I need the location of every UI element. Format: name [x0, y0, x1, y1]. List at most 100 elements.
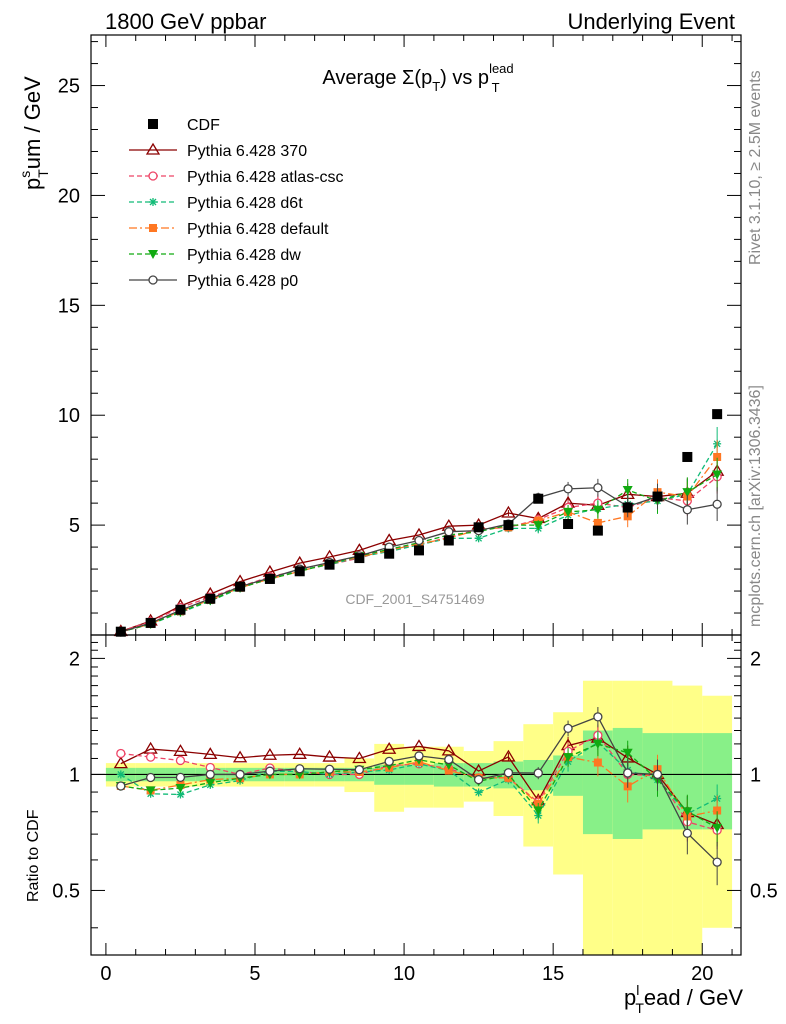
marker-stroke: [149, 198, 157, 206]
rivet-label: Rivet 3.1.10, ≥ 2.5M events: [747, 70, 764, 265]
data-point: [593, 518, 602, 527]
series-cdf: [115, 409, 723, 637]
data-point: [712, 470, 723, 480]
legend-label: Pythia 6.428 atlas-csc: [187, 169, 344, 186]
ratio-point: [175, 772, 186, 783]
ratio-point: [173, 744, 188, 756]
y-axis-label-sup: s: [17, 171, 33, 178]
ratio-y-tick-label-right: 0.5: [750, 880, 778, 902]
x-tick-label: 20: [691, 963, 713, 985]
legend-marker: [148, 250, 158, 259]
marker-stroke: [117, 770, 125, 778]
cdf-point: [264, 573, 275, 584]
ratio-point: [265, 766, 275, 776]
ratio-y-tick-label: 0.5: [52, 880, 80, 902]
ratio-point: [682, 828, 692, 838]
ratio-point: [295, 764, 305, 774]
cdf-point: [622, 502, 633, 513]
y-tick-label: 15: [58, 295, 80, 317]
series-p0: [116, 478, 722, 637]
legend-marker: [148, 171, 158, 181]
ratio-point: [292, 747, 307, 759]
data-point: [563, 484, 573, 494]
cdf-point: [384, 548, 395, 559]
legend-label: Pythia 6.428 p0: [187, 273, 298, 290]
ratio-point: [712, 857, 722, 867]
cdf-point: [413, 545, 424, 556]
ratio-point: [533, 768, 543, 778]
ratio-point: [533, 806, 544, 816]
legend-marker: [148, 275, 158, 285]
x-tick-label: 0: [100, 963, 111, 985]
marker-stroke: [475, 788, 483, 796]
y-tick-label: 5: [69, 515, 80, 537]
cdf-point: [354, 553, 365, 564]
ratio-point: [116, 748, 126, 759]
legend-label: Pythia 6.428 dw: [187, 247, 301, 264]
ratio-point: [563, 753, 574, 763]
data-point: [713, 452, 722, 461]
ratio-y-tick-label-right: 1: [750, 764, 761, 786]
header-left: 1800 GeV ppbar: [105, 9, 266, 34]
legend-label: Pythia 6.428 370: [187, 143, 307, 160]
header-right: Underlying Event: [567, 9, 735, 34]
ratio-point: [592, 739, 603, 749]
ratio-point: [145, 772, 156, 783]
y-axis-label: ps Tum / GeV: [17, 76, 51, 190]
y-axis-label-main: p: [20, 178, 45, 190]
ratio-point: [232, 750, 248, 763]
chart-title-main: Average Σ(p: [322, 67, 432, 89]
ratio-point: [503, 768, 514, 778]
ratio-y-tick-label: 2: [69, 648, 80, 670]
chart-title-sup: lead: [489, 61, 514, 76]
legend-label: Pythia 6.428 default: [187, 221, 329, 238]
cdf-point: [473, 522, 484, 533]
series-line: [120, 474, 718, 633]
legend-item-atlas: Pythia 6.428 atlas-csc: [129, 169, 344, 186]
ratio-series: [113, 707, 725, 886]
y-axis-label-rest: um / GeV: [20, 76, 45, 169]
ratio-point: [563, 723, 573, 733]
cdf-point: [652, 491, 663, 502]
ratio-point: [593, 758, 602, 767]
uncertainty-bands: [105, 680, 733, 955]
y-tick-label: 10: [58, 405, 80, 427]
chart-title: Average Σ(pT) vs plead T: [322, 61, 513, 95]
legend-item-ref: CDF: [148, 117, 220, 134]
cdf-point: [503, 520, 514, 531]
data-point: [592, 505, 603, 515]
x-axis-label-main: p: [624, 985, 636, 1010]
ratio-point: [203, 747, 218, 760]
ratio-point: [444, 766, 453, 775]
legend-item-p0: Pythia 6.428 p0: [129, 273, 298, 290]
ratio-series-p0: [116, 707, 722, 886]
ratio-y-tick-label-right: 2: [750, 648, 761, 670]
x-tick-label: 10: [393, 963, 415, 985]
ratio-point: [294, 770, 305, 780]
cdf-point: [145, 617, 156, 628]
ratio-point: [116, 770, 125, 779]
ratio-point: [143, 741, 158, 754]
data-point: [712, 499, 722, 509]
cdf-point: [443, 535, 454, 546]
chart-title-mid: ) vs p: [440, 67, 489, 89]
data-point: [682, 488, 693, 498]
ratio-point: [712, 823, 723, 833]
ratio-point: [175, 755, 186, 766]
legend-item-default: Pythia 6.428 default: [129, 221, 329, 238]
mcplots-label: mcplots.cern.ch [arXiv:1306.3436]: [747, 385, 764, 627]
main-series: [113, 409, 725, 637]
ratio-point: [501, 749, 516, 762]
ratio-point: [113, 756, 128, 769]
ratio-point: [384, 756, 394, 767]
ratio-point: [324, 764, 335, 774]
cdf-point: [533, 493, 544, 504]
ratio-point: [352, 751, 367, 764]
legend-marker: [145, 142, 161, 155]
ratio-line: [120, 737, 718, 826]
ratio-point: [145, 752, 156, 762]
cdf-point: [563, 519, 574, 530]
ratio-point: [414, 751, 424, 761]
